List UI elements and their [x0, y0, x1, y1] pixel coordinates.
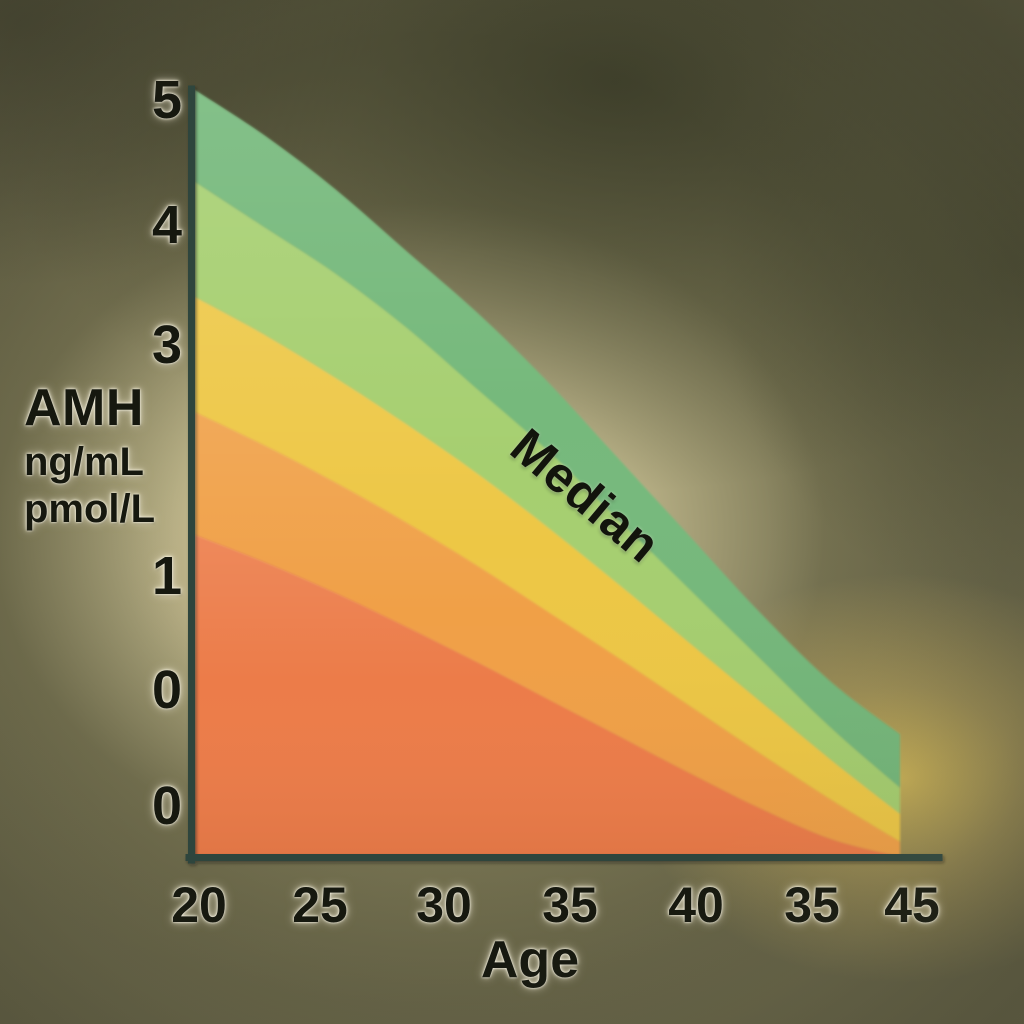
- y-axis-title-line-1: AMH: [24, 379, 144, 437]
- x-tick-label-6: 45: [884, 877, 940, 933]
- x-tick-label-5: 35: [784, 877, 840, 933]
- x-tick-label-4: 40: [668, 877, 724, 933]
- band-sheen-overlay: [195, 90, 900, 857]
- x-tick-label-1: 25: [292, 877, 348, 933]
- x-tick-label-2: 30: [416, 877, 472, 933]
- y-axis-title-line-3: pmol/L: [24, 487, 156, 531]
- band-sheen-0: [195, 90, 900, 788]
- y-tick-label-5: 0: [151, 776, 182, 836]
- y-tick-label-3: 1: [151, 546, 182, 606]
- band-sheen-4: [195, 534, 900, 857]
- band-sheen-1: [195, 182, 900, 815]
- y-tick-label-2: 3: [151, 315, 182, 375]
- y-tick-label-0: 5: [151, 70, 182, 130]
- x-tick-label-3: 35: [542, 877, 598, 933]
- x-axis-title: Age: [480, 931, 580, 989]
- y-tick-label-1: 4: [151, 195, 182, 255]
- band-sheen-2: [195, 297, 900, 842]
- y-tick-label-4: 0: [151, 660, 182, 720]
- band-sheen-3: [195, 412, 900, 857]
- y-axis-title: AMH ng/mL pmol/L: [24, 378, 155, 532]
- axis-lines: [185, 85, 943, 864]
- x-tick-label-0: 20: [171, 877, 227, 933]
- y-axis-title-line-2: ng/mL: [24, 440, 144, 484]
